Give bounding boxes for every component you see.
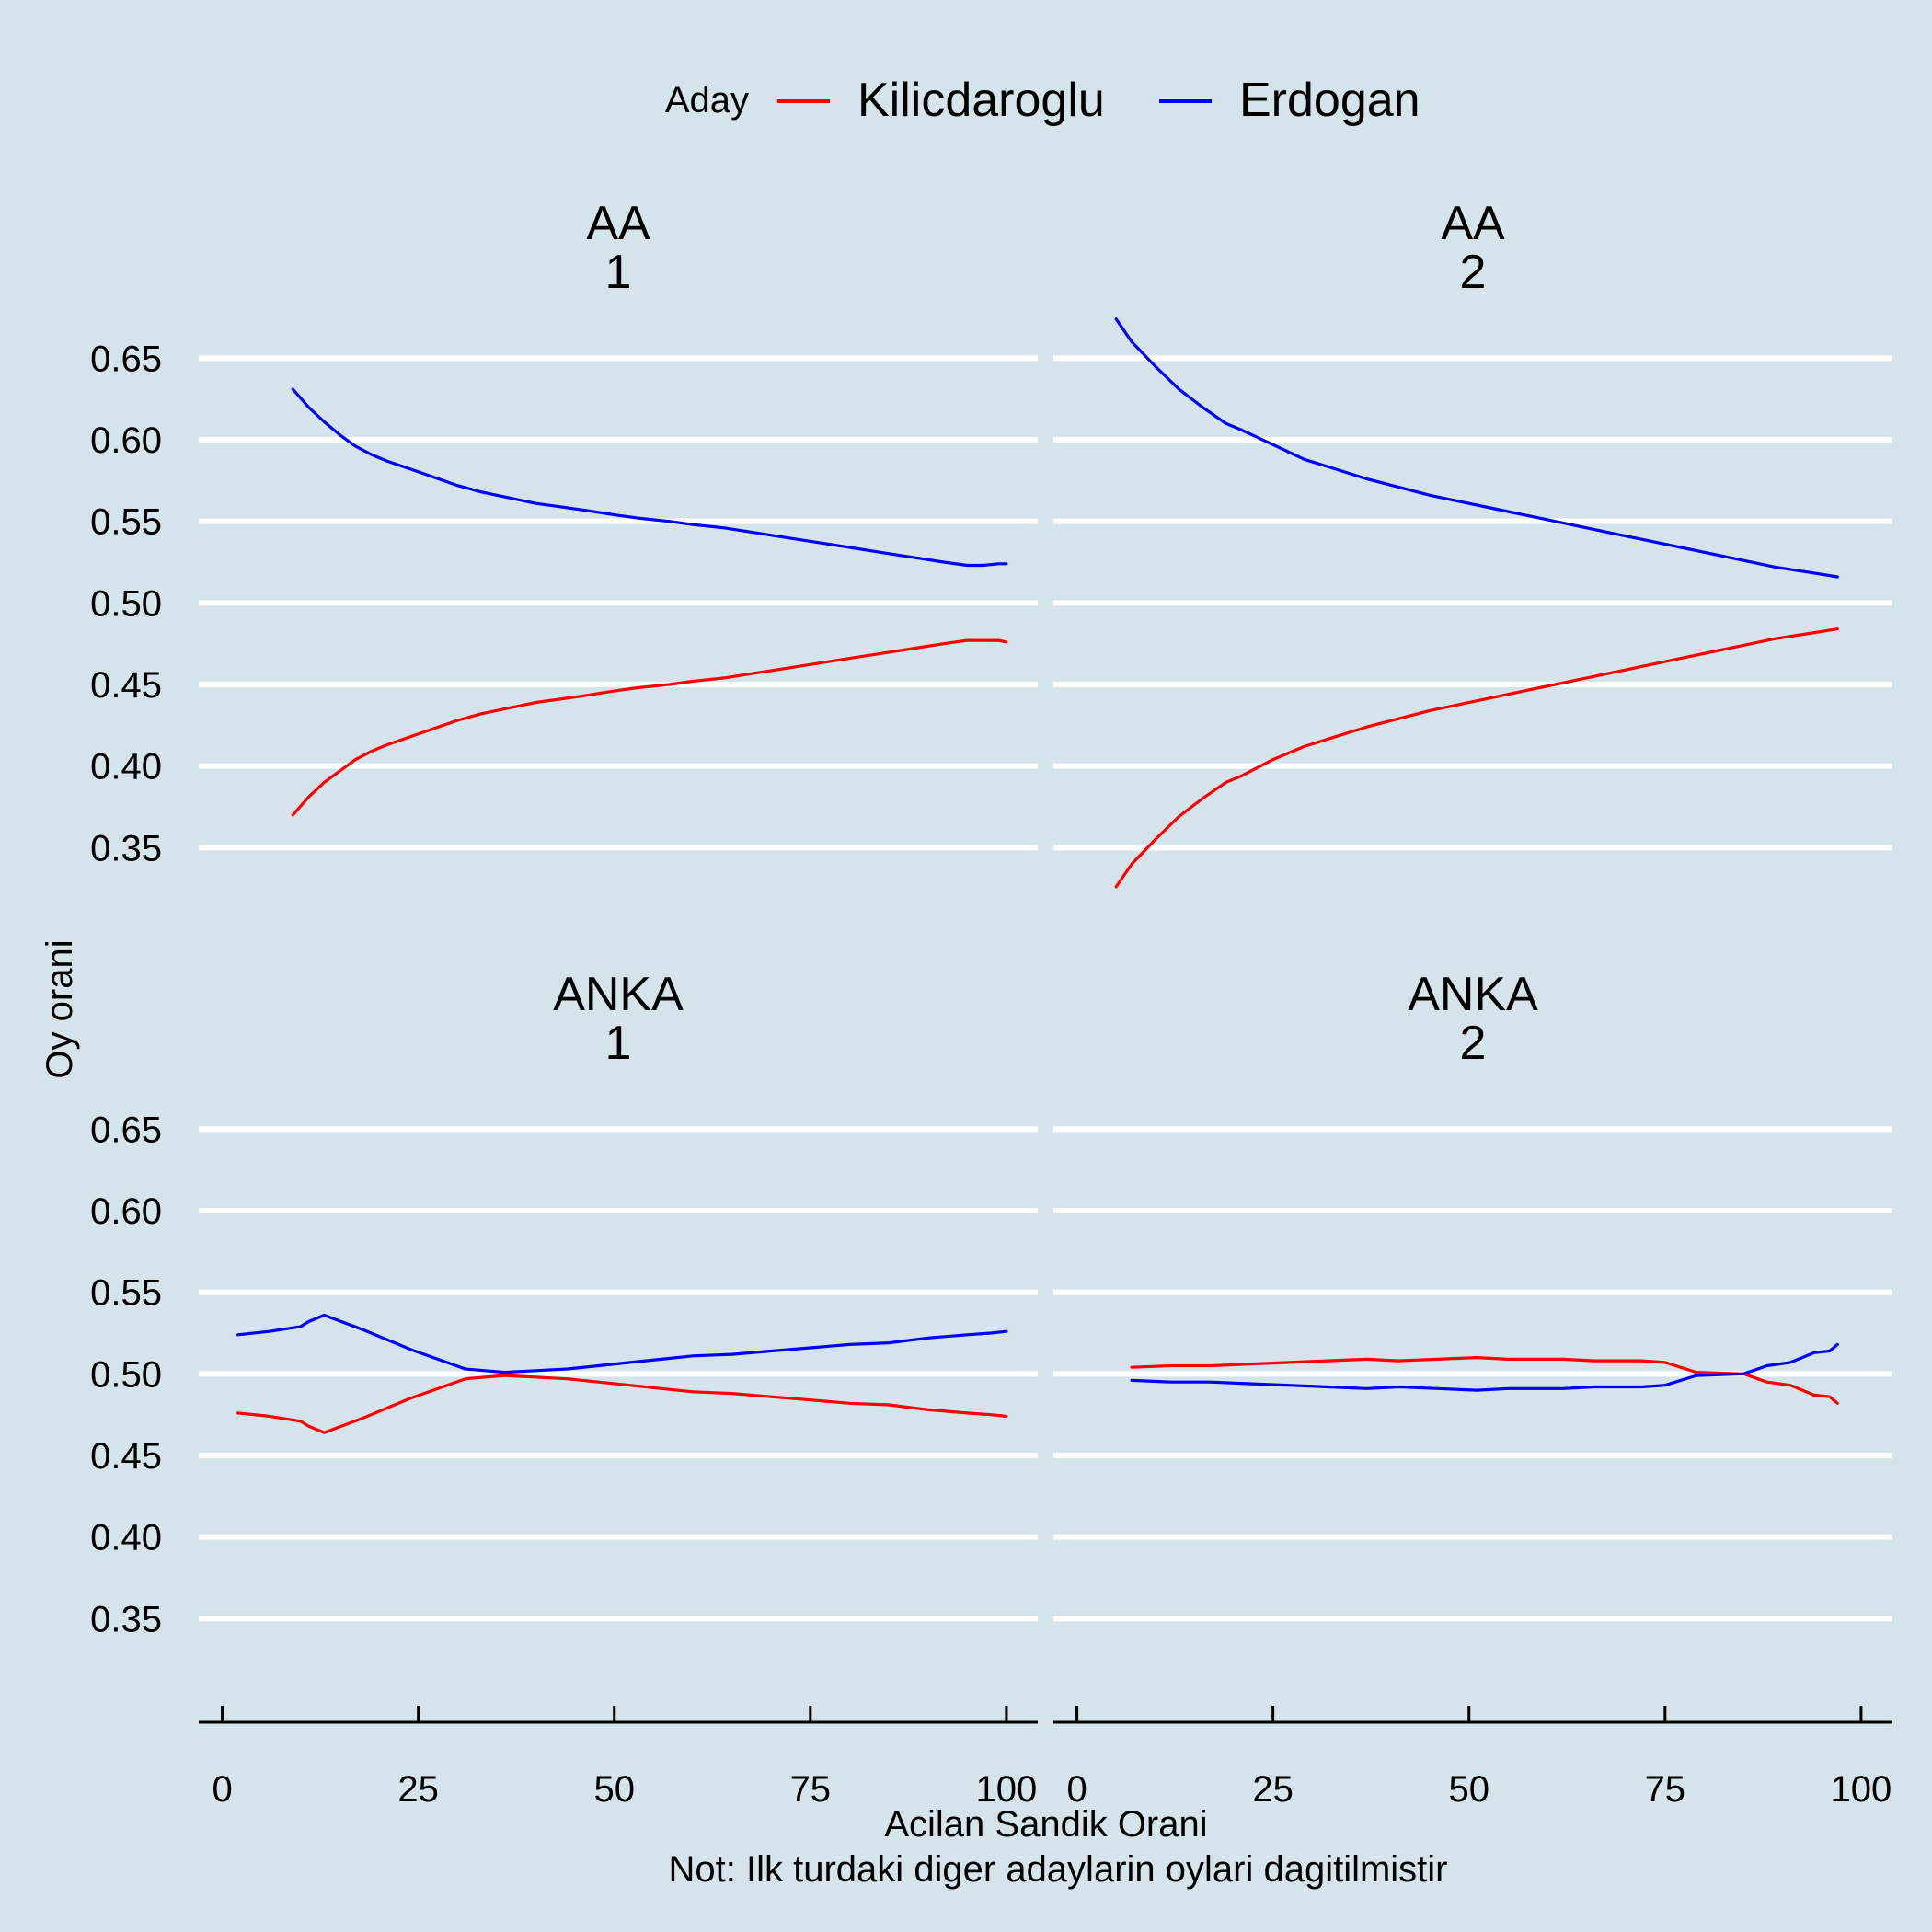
series-line-kilicdaroglu-aa-2 bbox=[1114, 627, 1839, 889]
y-tick-label: 0.55 bbox=[90, 1273, 162, 1314]
x-tick-label: 100 bbox=[976, 1769, 1038, 1810]
panel-anka-1: 0.35 0.40 0.45 0.50 0.55 0.60 0.65 0 25 50 75 100 bbox=[90, 1110, 1038, 1810]
y-tick-label: 0.45 bbox=[90, 1436, 162, 1477]
y-tick-label: 0.50 bbox=[90, 583, 162, 624]
series-line-kilicdaroglu-anka-2 bbox=[1130, 1355, 1839, 1405]
y-axis-title: Oy orani bbox=[40, 939, 80, 1078]
legend: Aday Kilicdaroglu Erdogan bbox=[665, 74, 1420, 127]
x-tick-label: 0 bbox=[212, 1769, 232, 1810]
series-line-erdogan-anka-1 bbox=[236, 1313, 1008, 1374]
strip-label-aa-2-top: AA bbox=[1441, 197, 1505, 250]
x-tick-label: 50 bbox=[1448, 1769, 1489, 1810]
y-tick-label: 0.60 bbox=[90, 1191, 162, 1232]
y-tick-label: 0.55 bbox=[90, 502, 162, 543]
y-tick-label: 0.40 bbox=[90, 747, 162, 788]
panels: 0.35 0.40 0.45 0.50 0.55 0.60 0.65 0.35 0.40 0.45… bbox=[90, 317, 1892, 1810]
x-tick-label: 75 bbox=[1645, 1769, 1686, 1810]
x-tick-label: 25 bbox=[397, 1769, 439, 1810]
y-tick-label: 0.45 bbox=[90, 665, 162, 706]
y-tick-label: 0.35 bbox=[90, 828, 162, 868]
strip-label-anka-2-top: ANKA bbox=[1408, 968, 1538, 1021]
x-tick-label: 50 bbox=[593, 1769, 635, 1810]
series-line-erdogan-anka-2 bbox=[1130, 1342, 1839, 1392]
x-tick-label: 75 bbox=[790, 1769, 832, 1810]
legend-title: Aday bbox=[665, 80, 749, 121]
x-tick-label: 25 bbox=[1252, 1769, 1294, 1810]
series-line-kilicdaroglu-anka-1 bbox=[236, 1374, 1008, 1434]
x-tick-label: 100 bbox=[1831, 1769, 1892, 1810]
panel-aa-1: 0.35 0.40 0.45 0.50 0.55 0.60 0.65 bbox=[90, 339, 1038, 868]
panel-anka-2: 0 25 50 75 100 bbox=[1053, 1126, 1892, 1810]
legend-label-erdogan: Erdogan bbox=[1239, 74, 1420, 127]
series-line-erdogan-aa-1 bbox=[291, 387, 1008, 568]
y-tick-label: 0.65 bbox=[90, 339, 162, 379]
caption-note: Not: Ilk turdaki diger adaylarin oylari … bbox=[669, 1849, 1448, 1890]
strip-label-aa-1-top: AA bbox=[586, 197, 650, 250]
strip-label-anka-1-bottom: 1 bbox=[605, 1017, 632, 1070]
y-tick-label: 0.40 bbox=[90, 1518, 162, 1558]
y-tick-label: 0.50 bbox=[90, 1354, 162, 1395]
y-tick-label: 0.65 bbox=[90, 1110, 162, 1150]
series-line-erdogan-aa-2 bbox=[1114, 317, 1839, 579]
x-axis-title: Acilan Sandik Orani bbox=[884, 1804, 1207, 1845]
strip-label-aa-1-bottom: 1 bbox=[605, 246, 632, 299]
legend-label-kilicdaroglu: Kilicdaroglu bbox=[857, 74, 1105, 127]
series-line-kilicdaroglu-aa-1 bbox=[291, 638, 1008, 817]
strip-label-anka-2-bottom: 2 bbox=[1460, 1017, 1487, 1070]
strip-labels: AA 1 AA 2 ANKA 1 ANKA 2 bbox=[553, 197, 1538, 1070]
strip-label-aa-2-bottom: 2 bbox=[1460, 246, 1487, 299]
strip-label-anka-1-top: ANKA bbox=[553, 968, 684, 1021]
x-tick-label: 0 bbox=[1066, 1769, 1087, 1810]
y-tick-label: 0.60 bbox=[90, 420, 162, 461]
panel-aa-2 bbox=[1053, 317, 1892, 889]
y-tick-label: 0.35 bbox=[90, 1599, 162, 1639]
